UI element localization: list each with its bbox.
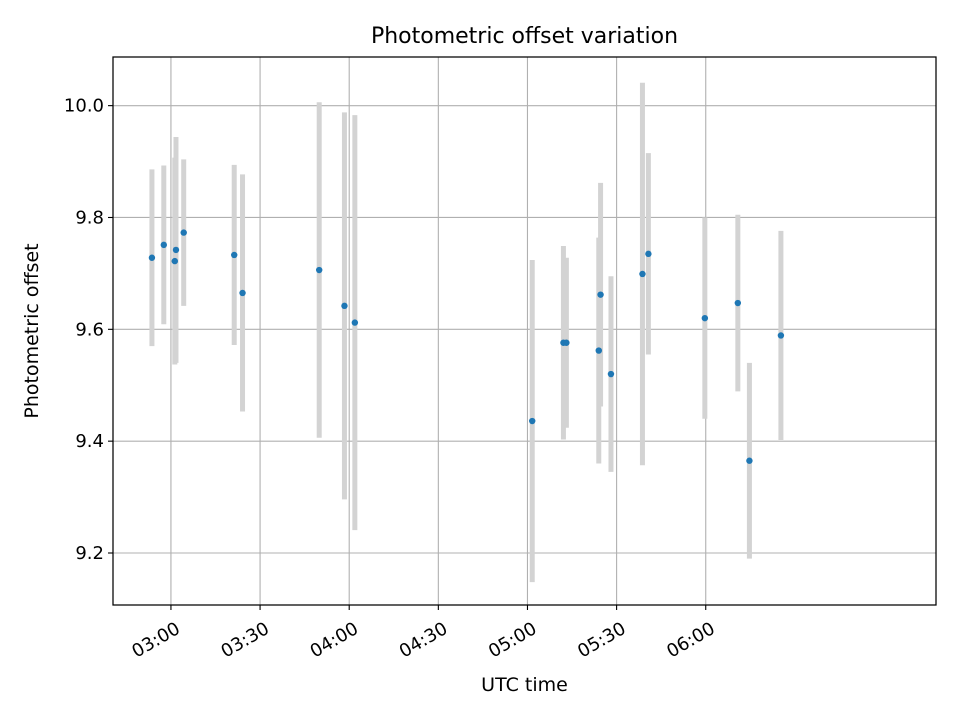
x-tick-label: 06:00 [663,618,718,662]
x-axis-label: UTC time [481,674,568,696]
data-point [351,319,359,326]
x-tick-label: 03:30 [218,618,273,662]
data-point [160,241,168,249]
x-tick-label: 03:00 [128,618,183,662]
y-axis-label: Photometric offset [21,243,43,418]
data-point [701,314,709,322]
error-bars [149,82,784,583]
x-tick-label: 04:00 [307,618,362,662]
data-point [595,347,602,354]
data-point [746,457,753,464]
y-tick-label: 9.8 [75,207,104,228]
data-point [563,339,570,346]
plot-frame [112,56,937,606]
x-tick-label: 05:30 [574,618,629,662]
x-tick-label: 05:00 [485,618,540,662]
data-point [341,302,348,310]
x-axis-ticks: 03:00 03:30 04:00 04:30 05:00 05:30 06:00 [128,605,719,662]
data-point [172,246,180,254]
data-point [231,251,238,259]
data-point [239,289,246,297]
x-tick-label: 04:30 [396,618,451,662]
data-point [148,254,156,261]
y-tick-label: 9.2 [75,543,104,564]
data-point [315,266,323,274]
y-tick-label: 10.0 [64,96,104,117]
data-point [529,417,536,425]
data-point [639,270,646,278]
data-point [607,370,615,378]
grid [113,57,936,605]
data-point [171,257,178,265]
data-point [734,299,742,307]
data-points [148,229,785,464]
y-axis-ticks: 9.2 9.4 9.6 9.8 10.0 [64,96,113,564]
y-tick-label: 9.6 [75,319,104,340]
data-point [597,291,604,298]
chart-title: Photometric offset variation [371,24,678,49]
data-point [180,229,187,236]
y-tick-label: 9.4 [75,431,104,452]
data-point [777,332,785,339]
data-point [645,250,652,258]
